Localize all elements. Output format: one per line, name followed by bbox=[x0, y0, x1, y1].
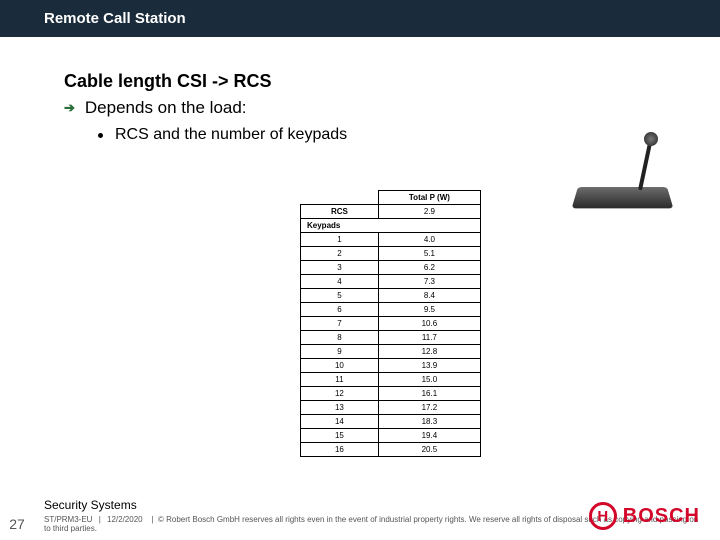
product-image bbox=[560, 130, 690, 220]
keypad-power: 18.3 bbox=[378, 415, 480, 429]
footer-date: 12/2/2020 bbox=[107, 515, 143, 524]
mic-base-shape bbox=[572, 187, 674, 208]
keypad-count: 9 bbox=[301, 345, 379, 359]
mic-head-shape bbox=[644, 132, 658, 146]
keypad-count: 4 bbox=[301, 275, 379, 289]
table-row: 1013.9 bbox=[301, 359, 481, 373]
rcs-value: 2.9 bbox=[378, 205, 480, 219]
keypad-power: 5.1 bbox=[378, 247, 480, 261]
keypad-power: 8.4 bbox=[378, 289, 480, 303]
table-row: 36.2 bbox=[301, 261, 481, 275]
keypad-count: 3 bbox=[301, 261, 379, 275]
table-row: 912.8 bbox=[301, 345, 481, 359]
rcs-label: RCS bbox=[301, 205, 379, 219]
table-row: 811.7 bbox=[301, 331, 481, 345]
keypad-power: 13.9 bbox=[378, 359, 480, 373]
table-row: 1317.2 bbox=[301, 401, 481, 415]
footer: Security Systems 27 ST/PRM3-EU | 12/2/20… bbox=[0, 492, 720, 540]
keypad-power: 16.1 bbox=[378, 387, 480, 401]
title-text: Remote Call Station bbox=[44, 10, 186, 27]
table-row: 69.5 bbox=[301, 303, 481, 317]
keypads-label: Keypads bbox=[301, 219, 481, 233]
keypad-power: 20.5 bbox=[378, 443, 480, 457]
page-number: 27 bbox=[0, 516, 34, 532]
keypad-count: 16 bbox=[301, 443, 379, 457]
table-row: 1216.1 bbox=[301, 387, 481, 401]
keypad-power: 17.2 bbox=[378, 401, 480, 415]
power-table: Total P (W) RCS 2.9 Keypads 14.025.136.2… bbox=[300, 190, 481, 457]
keypad-power: 7.3 bbox=[378, 275, 480, 289]
table-row: 1519.4 bbox=[301, 429, 481, 443]
brand-logo: H BOSCH bbox=[589, 502, 700, 530]
title-bar: Remote Call Station bbox=[0, 0, 720, 37]
dot-bullet-icon bbox=[98, 133, 103, 138]
keypad-count: 5 bbox=[301, 289, 379, 303]
keypad-power: 15.0 bbox=[378, 373, 480, 387]
arrow-bullet-icon: ➔ bbox=[64, 100, 75, 116]
keypad-count: 6 bbox=[301, 303, 379, 317]
slide-heading: Cable length CSI -> RCS bbox=[64, 71, 720, 92]
keypad-power: 10.6 bbox=[378, 317, 480, 331]
logo-ring-icon: H bbox=[589, 502, 617, 530]
keypad-count: 7 bbox=[301, 317, 379, 331]
keypad-power: 6.2 bbox=[378, 261, 480, 275]
brand-text: BOSCH bbox=[623, 505, 700, 528]
keypad-power: 9.5 bbox=[378, 303, 480, 317]
keypad-power: 11.7 bbox=[378, 331, 480, 345]
table-row: 1115.0 bbox=[301, 373, 481, 387]
keypad-count: 12 bbox=[301, 387, 379, 401]
table-row: 710.6 bbox=[301, 317, 481, 331]
table-row: 47.3 bbox=[301, 275, 481, 289]
keypad-power: 4.0 bbox=[378, 233, 480, 247]
bullet2-text: RCS and the number of keypads bbox=[115, 126, 347, 144]
keypad-power: 19.4 bbox=[378, 429, 480, 443]
table-rcs-row: RCS 2.9 bbox=[301, 205, 481, 219]
table-keypads-row: Keypads bbox=[301, 219, 481, 233]
col-header-power: Total P (W) bbox=[378, 191, 480, 205]
content-area: Cable length CSI -> RCS ➔ Depends on the… bbox=[0, 37, 720, 144]
keypad-count: 13 bbox=[301, 401, 379, 415]
footer-dept: ST/PRM3-EU bbox=[44, 515, 92, 524]
keypad-count: 2 bbox=[301, 247, 379, 261]
table-row: 25.1 bbox=[301, 247, 481, 261]
keypad-count: 8 bbox=[301, 331, 379, 345]
bullet1-text: Depends on the load: bbox=[85, 98, 247, 118]
table-header-row: Total P (W) bbox=[301, 191, 481, 205]
table-row: 1620.5 bbox=[301, 443, 481, 457]
table-row: 14.0 bbox=[301, 233, 481, 247]
keypad-count: 14 bbox=[301, 415, 379, 429]
keypad-count: 10 bbox=[301, 359, 379, 373]
table-row: 1418.3 bbox=[301, 415, 481, 429]
keypad-count: 11 bbox=[301, 373, 379, 387]
bullet-level1: ➔ Depends on the load: bbox=[64, 98, 720, 118]
keypad-count: 1 bbox=[301, 233, 379, 247]
keypad-power: 12.8 bbox=[378, 345, 480, 359]
table-row: 58.4 bbox=[301, 289, 481, 303]
keypad-count: 15 bbox=[301, 429, 379, 443]
